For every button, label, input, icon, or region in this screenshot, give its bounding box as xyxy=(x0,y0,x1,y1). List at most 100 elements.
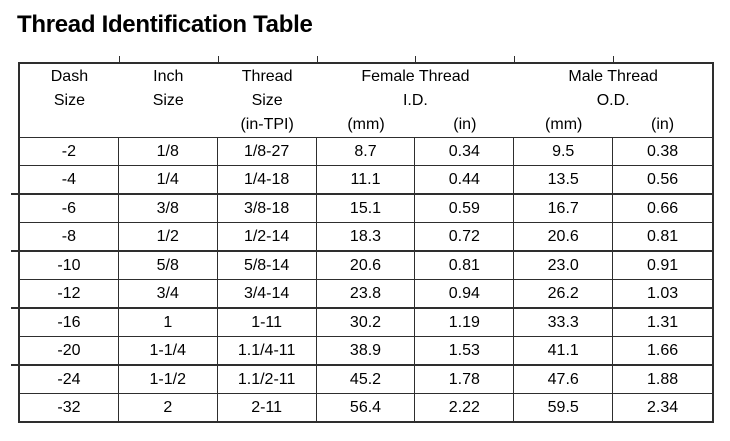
table-cell: 1-1/2 xyxy=(119,366,218,393)
row-group: -16 1 1-11 30.2 1.19 33.3 1.31 -20 1-1/4… xyxy=(11,309,712,366)
table-cell: 11.1 xyxy=(317,166,416,193)
table-cell: 1.53 xyxy=(415,337,515,364)
table-cell: 3/8 xyxy=(119,195,218,222)
table-cell: 1.31 xyxy=(646,313,679,331)
table-cell: 1/8-27 xyxy=(218,138,317,165)
table-row: -4 1/4 1/4-18 11.1 0.44 13.5 0.56 xyxy=(20,166,712,193)
table-cell: 1-1/4 xyxy=(119,337,218,364)
table-cell: 1.19 xyxy=(415,309,515,336)
table-cell: 13.5 xyxy=(514,166,614,193)
column-rule-tick xyxy=(217,56,219,62)
table-cell: 15.1 xyxy=(317,195,416,222)
table-cell: 0.59 xyxy=(415,195,515,222)
column-rule-tick xyxy=(514,56,516,62)
row-group: -10 5/8 5/8-14 20.6 0.81 23.0 0.91 -12 3… xyxy=(11,252,712,309)
header-inch-size: Size xyxy=(152,92,184,109)
table-cell: 2-11 xyxy=(218,394,317,421)
table-row: -32 2 2-11 56.4 2.22 59.5 2.34 xyxy=(20,394,712,421)
table-cell: 0.72 xyxy=(415,223,515,250)
table-cell: 2 xyxy=(119,394,218,421)
table-cell: 1.1/4-11 xyxy=(218,337,317,364)
header-dash-size: Size xyxy=(53,92,85,109)
table-cell: -4 xyxy=(20,166,119,193)
table-cell: -2 xyxy=(20,138,119,165)
table-row: -8 1/2 1/2-14 18.3 0.72 20.6 0.81 xyxy=(20,223,712,250)
header-dash-size: Dash xyxy=(50,67,89,85)
table-cell: 33.3 xyxy=(514,309,614,336)
table-cell: -8 xyxy=(20,223,119,250)
table-cell: 3/8-18 xyxy=(218,195,317,222)
column-rule-tick xyxy=(316,56,318,62)
table-cell: 56.4 xyxy=(317,394,416,421)
table-cell: 41.1 xyxy=(514,337,614,364)
thread-identification-table: Dash Size Inch Size Thread Size (in-TPI)… xyxy=(11,56,714,423)
table-cell: 47.6 xyxy=(514,366,614,393)
table-cell: 23.0 xyxy=(514,252,614,279)
table-cell: -16 xyxy=(20,309,119,336)
table-cell: 0.66 xyxy=(646,199,679,217)
row-group: -6 3/8 3/8-18 15.1 0.59 16.7 0.66 -8 1/2… xyxy=(11,195,712,252)
row-group: -2 1/8 1/8-27 8.7 0.34 9.5 0.38 -4 1/4 1… xyxy=(11,138,712,195)
table-row: -2 1/8 1/8-27 8.7 0.34 9.5 0.38 xyxy=(20,138,712,166)
table-cell: -6 xyxy=(20,195,119,222)
column-rule-tick xyxy=(613,56,615,62)
table-row: -16 1 1-11 30.2 1.19 33.3 1.31 xyxy=(20,309,712,337)
table-cell: -20 xyxy=(20,337,119,364)
table-cell: 26.2 xyxy=(514,280,614,307)
header-female-mm-unit: (mm) xyxy=(347,116,385,133)
table-cell: 0.91 xyxy=(646,256,679,274)
table-cell: 0.81 xyxy=(415,252,515,279)
table-cell: 30.2 xyxy=(317,309,416,336)
table-cell: 1-11 xyxy=(218,309,317,336)
table-cell: 1 xyxy=(119,309,218,336)
table-cell: 1.66 xyxy=(646,341,679,359)
table-cell: 59.5 xyxy=(514,394,614,421)
table-body: -2 1/8 1/8-27 8.7 0.34 9.5 0.38 -4 1/4 1… xyxy=(11,138,712,421)
table-row: -20 1-1/4 1.1/4-11 38.9 1.53 41.1 1.66 xyxy=(20,337,712,364)
table-cell: 1/2 xyxy=(119,223,218,250)
table-row: -24 1-1/2 1.1/2-11 45.2 1.78 47.6 1.88 xyxy=(20,366,712,394)
table-cell: 1/4 xyxy=(119,166,218,193)
table-cell: 0.56 xyxy=(646,170,679,188)
table-cell: 5/8-14 xyxy=(218,252,317,279)
table-cell: 1/4-18 xyxy=(218,166,317,193)
table-cell: 1.88 xyxy=(646,370,679,388)
header-male-thread: Male Thread xyxy=(568,67,658,85)
table-cell: -10 xyxy=(20,252,119,279)
page-title: Thread Identification Table xyxy=(17,11,313,38)
table-cell: -32 xyxy=(20,394,119,421)
header-inch-size: Inch xyxy=(153,67,184,85)
table-cell: 18.3 xyxy=(317,223,416,250)
table-cell: 20.6 xyxy=(514,223,614,250)
table-cell: 1.03 xyxy=(646,284,679,302)
table-cell: 1/2-14 xyxy=(218,223,317,250)
table-row: -6 3/8 3/8-18 15.1 0.59 16.7 0.66 xyxy=(20,195,712,223)
table-cell: 38.9 xyxy=(317,337,416,364)
table-cell: 20.6 xyxy=(317,252,416,279)
table-cell: 2.34 xyxy=(646,398,679,416)
table-cell: 9.5 xyxy=(514,138,614,165)
table-cell: 2.22 xyxy=(415,394,515,421)
table-cell: 3/4 xyxy=(119,280,218,307)
table-cell: 16.7 xyxy=(514,195,614,222)
table-cell: 45.2 xyxy=(317,366,416,393)
table-cell: 0.94 xyxy=(415,280,515,307)
table-cell: -12 xyxy=(20,280,119,307)
column-rule-tick xyxy=(415,56,417,62)
column-rule-tick xyxy=(118,56,120,62)
row-group: -24 1-1/2 1.1/2-11 45.2 1.78 47.6 1.88 -… xyxy=(20,366,712,421)
table-cell: 1/8 xyxy=(119,138,218,165)
table-cell: 23.8 xyxy=(317,280,416,307)
table-cell: 1.1/2-11 xyxy=(218,366,317,393)
header-male-thread-od: O.D. xyxy=(596,92,630,109)
table-cell: -24 xyxy=(20,366,119,393)
table-cell: 5/8 xyxy=(119,252,218,279)
header-thread-size: Thread xyxy=(241,67,293,85)
header-thread-size-unit: (in-TPI) xyxy=(240,116,294,133)
header-female-thread-id: I.D. xyxy=(402,92,428,109)
header-thread-size: Size xyxy=(251,92,283,109)
header-female-in-unit: (in) xyxy=(453,116,477,133)
table-cell: 0.81 xyxy=(646,227,679,245)
table-row: -10 5/8 5/8-14 20.6 0.81 23.0 0.91 xyxy=(20,252,712,280)
table-header: Dash Size Inch Size Thread Size (in-TPI)… xyxy=(20,64,712,138)
